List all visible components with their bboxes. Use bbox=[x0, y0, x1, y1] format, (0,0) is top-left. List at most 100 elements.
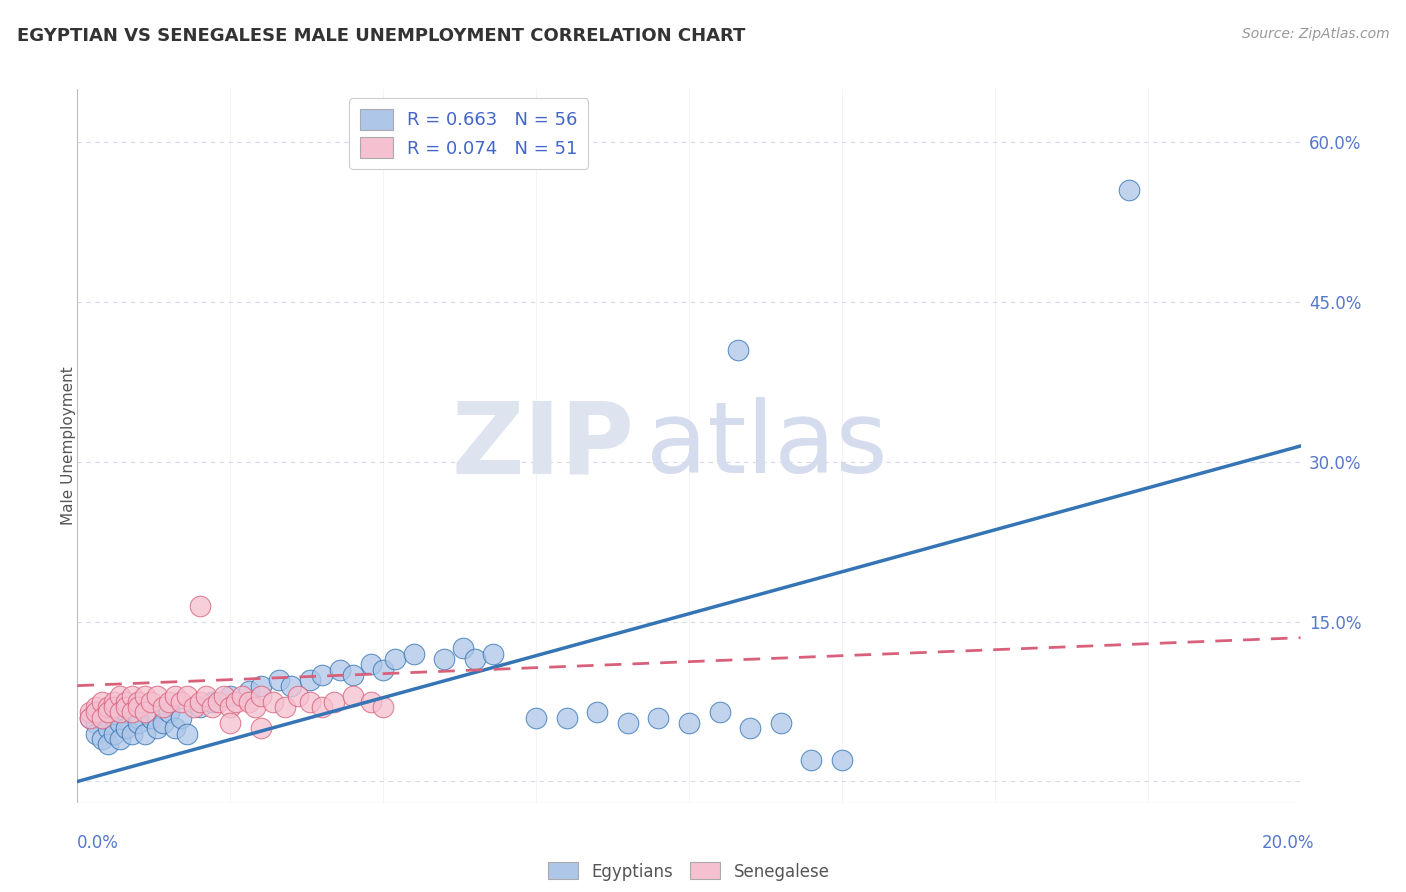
Point bbox=[90, 710, 112, 724]
Point bbox=[128, 695, 150, 709]
Point bbox=[108, 706, 131, 720]
Point bbox=[464, 652, 486, 666]
Point bbox=[139, 695, 162, 709]
Point bbox=[121, 726, 143, 740]
Point bbox=[342, 668, 364, 682]
Point bbox=[157, 695, 180, 709]
Point bbox=[433, 652, 456, 666]
Point bbox=[225, 695, 247, 709]
Point bbox=[90, 731, 112, 746]
Point bbox=[134, 726, 156, 740]
Point bbox=[115, 721, 138, 735]
Point bbox=[678, 715, 700, 730]
Point bbox=[740, 721, 762, 735]
Point bbox=[97, 721, 120, 735]
Point bbox=[342, 690, 364, 704]
Point bbox=[121, 690, 143, 704]
Point bbox=[97, 706, 120, 720]
Point bbox=[219, 690, 242, 704]
Point bbox=[727, 343, 749, 358]
Point bbox=[128, 715, 150, 730]
Point bbox=[250, 690, 273, 704]
Point bbox=[79, 710, 101, 724]
Point bbox=[84, 706, 107, 720]
Point bbox=[287, 690, 309, 704]
Legend: Egyptians, Senegalese: Egyptians, Senegalese bbox=[541, 855, 837, 888]
Point bbox=[360, 657, 382, 672]
Point bbox=[108, 715, 131, 730]
Point bbox=[128, 700, 150, 714]
Point bbox=[329, 663, 352, 677]
Point bbox=[201, 695, 224, 709]
Point bbox=[165, 721, 187, 735]
Point bbox=[212, 690, 235, 704]
Point bbox=[115, 695, 138, 709]
Point bbox=[97, 737, 120, 751]
Point bbox=[298, 673, 321, 688]
Point bbox=[115, 700, 138, 714]
Text: 20.0%: 20.0% bbox=[1263, 834, 1315, 852]
Point bbox=[238, 684, 260, 698]
Point bbox=[207, 695, 229, 709]
Text: EGYPTIAN VS SENEGALESE MALE UNEMPLOYMENT CORRELATION CHART: EGYPTIAN VS SENEGALESE MALE UNEMPLOYMENT… bbox=[17, 27, 745, 45]
Point bbox=[482, 647, 505, 661]
Point bbox=[451, 641, 474, 656]
Point bbox=[201, 700, 224, 714]
Point bbox=[250, 679, 273, 693]
Point bbox=[170, 710, 193, 724]
Point bbox=[108, 731, 131, 746]
Point bbox=[103, 700, 125, 714]
Point bbox=[311, 700, 333, 714]
Point bbox=[323, 695, 346, 709]
Point bbox=[128, 710, 150, 724]
Point bbox=[647, 710, 669, 724]
Point bbox=[84, 715, 107, 730]
Point bbox=[165, 690, 187, 704]
Point bbox=[134, 706, 156, 720]
Point bbox=[79, 710, 101, 724]
Point bbox=[108, 690, 131, 704]
Point bbox=[183, 700, 205, 714]
Point bbox=[298, 695, 321, 709]
Text: 0.0%: 0.0% bbox=[77, 834, 120, 852]
Point bbox=[90, 706, 112, 720]
Point bbox=[157, 706, 180, 720]
Point bbox=[250, 721, 273, 735]
Point bbox=[219, 715, 242, 730]
Point bbox=[371, 663, 394, 677]
Point bbox=[384, 652, 406, 666]
Point bbox=[231, 690, 253, 704]
Point bbox=[103, 695, 125, 709]
Point bbox=[194, 690, 217, 704]
Point bbox=[188, 695, 211, 709]
Point bbox=[176, 690, 198, 704]
Point bbox=[371, 700, 394, 714]
Point bbox=[280, 679, 302, 693]
Point bbox=[176, 726, 198, 740]
Point bbox=[152, 700, 174, 714]
Point bbox=[311, 668, 333, 682]
Point bbox=[800, 753, 823, 767]
Point bbox=[103, 726, 125, 740]
Point bbox=[617, 715, 640, 730]
Point bbox=[831, 753, 853, 767]
Point bbox=[188, 700, 211, 714]
Point bbox=[90, 695, 112, 709]
Point bbox=[152, 715, 174, 730]
Point bbox=[360, 695, 382, 709]
Text: atlas: atlas bbox=[647, 398, 887, 494]
Point bbox=[402, 647, 425, 661]
Point bbox=[97, 700, 120, 714]
Point bbox=[115, 706, 138, 720]
Point bbox=[219, 700, 242, 714]
Point bbox=[103, 710, 125, 724]
Point bbox=[84, 700, 107, 714]
Point bbox=[134, 690, 156, 704]
Point bbox=[524, 710, 547, 724]
Point bbox=[769, 715, 792, 730]
Point bbox=[188, 599, 211, 613]
Point bbox=[79, 706, 101, 720]
Text: ZIP: ZIP bbox=[451, 398, 634, 494]
Point bbox=[146, 690, 169, 704]
Text: Source: ZipAtlas.com: Source: ZipAtlas.com bbox=[1241, 27, 1389, 41]
